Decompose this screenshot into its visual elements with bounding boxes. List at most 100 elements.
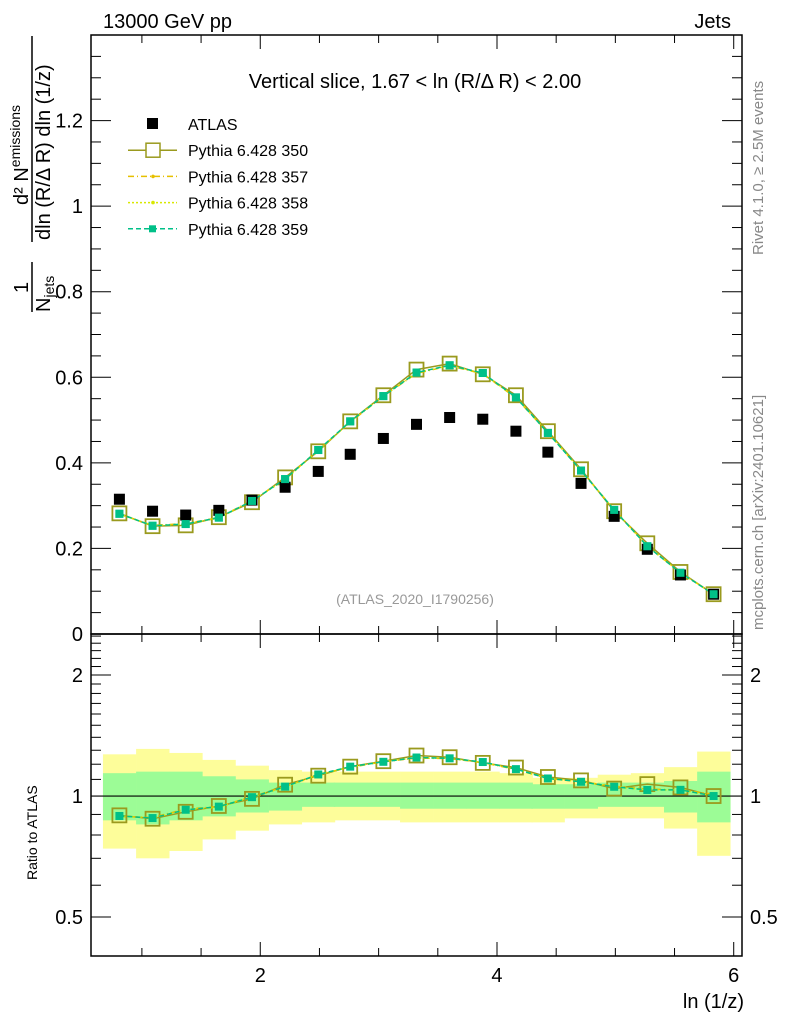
atlas-data-point bbox=[542, 446, 554, 458]
ratio-point-350 bbox=[310, 767, 327, 784]
ratio-point-350 bbox=[606, 780, 623, 797]
ratio-point-359 bbox=[412, 753, 421, 762]
point-350 bbox=[310, 443, 327, 460]
ratio-point-350 bbox=[441, 749, 458, 766]
ylabel-num1: 1 bbox=[11, 282, 33, 293]
ratio-point-350 bbox=[144, 810, 161, 827]
ratio-point-359 bbox=[577, 777, 586, 786]
point-359 bbox=[379, 392, 388, 401]
atlas-data-point bbox=[213, 504, 225, 516]
header-right: Jets bbox=[694, 11, 731, 33]
ratio-point-359 bbox=[148, 814, 157, 823]
series-line-3 bbox=[119, 364, 714, 595]
legend: ATLAS Pythia 6.428 350 Pythia 6.428 357 Pyt… bbox=[128, 117, 308, 239]
y-tick-label: 0.2 bbox=[55, 538, 83, 560]
ratio-point-359 bbox=[610, 782, 619, 791]
band-inner-bin bbox=[333, 782, 368, 807]
legend-marker-359 bbox=[149, 225, 156, 233]
y-tick-label: 1 bbox=[72, 196, 83, 218]
ylabel-den2: dln (R/Δ R) dln (1/z) bbox=[33, 64, 55, 240]
ratio-point-359 bbox=[543, 774, 552, 783]
ylabel-den1: Njets bbox=[33, 276, 57, 312]
point-350 bbox=[342, 413, 359, 430]
watermark: (ATLAS_2020_I1790256) bbox=[336, 591, 494, 607]
point-359 bbox=[709, 590, 718, 599]
y-tick-label: 0 bbox=[72, 624, 83, 646]
y-tick-label: 0.6 bbox=[55, 367, 83, 389]
ratio-frame bbox=[90, 633, 743, 957]
point-350 bbox=[573, 461, 589, 478]
ratio-tick-label-right: 1 bbox=[750, 786, 761, 808]
point-350 bbox=[441, 355, 458, 372]
ratio-bands bbox=[91, 748, 742, 859]
point-359 bbox=[511, 393, 520, 402]
point-359 bbox=[610, 505, 619, 514]
band-inner-bin bbox=[301, 782, 336, 807]
atlas-data-point bbox=[575, 477, 587, 489]
point-359 bbox=[181, 520, 190, 529]
ratio-point-359 bbox=[314, 770, 323, 779]
ratio-point-359 bbox=[709, 792, 718, 801]
ratio-tick-label-right: 2 bbox=[750, 665, 761, 687]
atlas-data-point bbox=[377, 432, 389, 444]
series-line-2 bbox=[119, 364, 714, 595]
ratio-point-350 bbox=[111, 807, 128, 824]
header-left: 13000 GeV pp bbox=[103, 11, 232, 33]
legend-label: Pythia 6.428 358 bbox=[188, 196, 308, 213]
y-axis-label: 1 Njets d² Nemissions dln (R/Δ R) dln (1… bbox=[7, 36, 57, 312]
point-350 bbox=[508, 387, 524, 404]
point-359 bbox=[214, 513, 223, 522]
point-359 bbox=[148, 521, 157, 530]
ratio-point-359 bbox=[115, 811, 124, 820]
ratio-point-350 bbox=[508, 759, 524, 776]
ratio-tick-label-left: 1 bbox=[72, 786, 83, 808]
point-350 bbox=[408, 361, 425, 378]
point-359 bbox=[115, 509, 124, 518]
axes: 2 4 6 0 0.2 0.4 0.6 0.8 1 1.2 0.5 0.5 1 1 2 2 bbox=[55, 34, 778, 987]
point-359 bbox=[676, 568, 685, 577]
chart-title: Vertical slice, 1.67 < ln (R/Δ R) < 2.00 bbox=[249, 71, 581, 93]
atlas-data-point bbox=[444, 412, 456, 424]
ratio-tick-label-right: 0.5 bbox=[750, 907, 778, 929]
point-359 bbox=[577, 466, 586, 475]
ratio-point-359 bbox=[247, 793, 256, 802]
mcplots-label: mcplots.cern.ch [arXiv:2401.10621] bbox=[750, 395, 767, 630]
atlas-data-point bbox=[411, 418, 422, 430]
point-359 bbox=[643, 542, 652, 551]
point-359 bbox=[543, 428, 552, 437]
point-359 bbox=[478, 369, 487, 378]
x-tick-label: 4 bbox=[491, 965, 502, 987]
point-359 bbox=[412, 368, 421, 377]
ratio-point-359 bbox=[346, 762, 355, 771]
point-350 bbox=[474, 366, 491, 383]
ratio-y-label: Ratio to ATLAS bbox=[24, 785, 40, 880]
point-359 bbox=[346, 417, 355, 426]
ratio-point-350 bbox=[342, 758, 359, 775]
legend-label: Pythia 6.428 350 bbox=[188, 143, 308, 160]
atlas-data-point bbox=[147, 505, 159, 517]
ratio-point-359 bbox=[181, 805, 190, 814]
legend-label: ATLAS bbox=[188, 117, 238, 134]
ratio-point-359 bbox=[379, 757, 388, 766]
ratio-tick-label-left: 2 bbox=[72, 665, 83, 687]
atlas-data-point bbox=[113, 493, 125, 505]
legend-marker bbox=[151, 200, 155, 205]
point-359 bbox=[314, 446, 323, 455]
ratio-point-350 bbox=[408, 747, 425, 764]
band-inner-bin bbox=[366, 782, 401, 807]
atlas-data-point bbox=[180, 509, 192, 521]
ratio-tick-label-left: 0.5 bbox=[55, 907, 83, 929]
rivet-label: Rivet 4.1.0, ≥ 2.5M events bbox=[750, 81, 767, 255]
series-line-1 bbox=[119, 364, 714, 595]
y-tick-label: 0.4 bbox=[55, 453, 83, 475]
ratio-point-359 bbox=[445, 754, 454, 763]
atlas-data-point bbox=[279, 481, 291, 493]
point-359 bbox=[445, 361, 454, 370]
point-359 bbox=[247, 496, 256, 505]
ratio-point-359 bbox=[214, 802, 223, 811]
legend-marker-atlas bbox=[147, 118, 158, 129]
point-350 bbox=[705, 586, 722, 603]
atlas-data-point bbox=[312, 465, 324, 477]
legend-label: Pythia 6.428 359 bbox=[188, 222, 308, 239]
atlas-data-point bbox=[344, 448, 356, 460]
